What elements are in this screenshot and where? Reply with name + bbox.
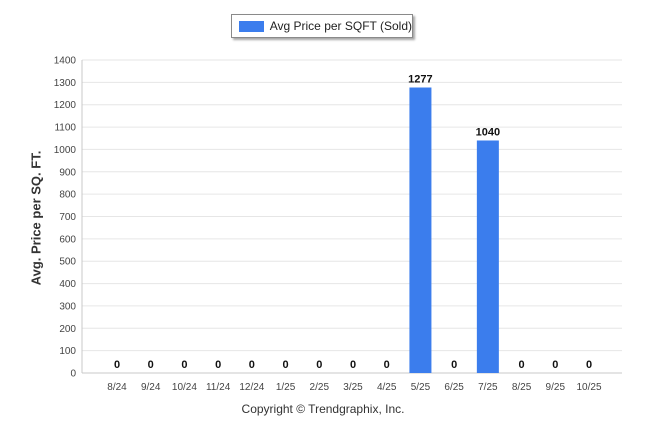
- data-label: 0: [148, 359, 154, 371]
- x-tick-label: 11/24: [206, 382, 231, 393]
- copyright-footer: Copyright © Trendgraphix, Inc.: [241, 402, 405, 416]
- y-tick-label: 1000: [54, 145, 77, 156]
- x-tick-label: 9/25: [546, 382, 566, 393]
- y-tick-label: 1400: [54, 56, 77, 67]
- x-tick-label: 2/25: [310, 382, 330, 393]
- y-tick-label: 800: [59, 190, 76, 201]
- y-tick-label: 700: [59, 212, 76, 223]
- data-label: 0: [552, 359, 558, 371]
- y-tick-label: 900: [59, 167, 76, 178]
- x-tick-label: 12/24: [239, 382, 264, 393]
- data-label: 0: [350, 359, 356, 371]
- legend-label: Avg Price per SQFT (Sold): [269, 19, 412, 33]
- y-tick-label: 600: [59, 234, 76, 245]
- data-label: 0: [451, 359, 457, 371]
- x-tick-label: 10/24: [172, 382, 197, 393]
- x-tick-label: 8/24: [107, 382, 127, 393]
- data-label: 0: [114, 359, 120, 371]
- y-tick-label: 200: [59, 324, 76, 335]
- y-tick-label: 100: [59, 346, 76, 357]
- data-label: 0: [519, 359, 525, 371]
- data-label: 0: [384, 359, 390, 371]
- data-label: 1277: [408, 73, 432, 85]
- x-tick-label: 5/25: [411, 382, 431, 393]
- y-tick-label: 500: [59, 257, 76, 268]
- data-label: 0: [181, 359, 187, 371]
- data-label: 1040: [476, 126, 500, 138]
- x-tick-label: 8/25: [512, 382, 532, 393]
- chart-legend: Avg Price per SQFT (Sold): [231, 14, 413, 38]
- y-tick-label: 1100: [54, 123, 76, 134]
- y-tick-label: 0: [70, 369, 76, 380]
- x-tick-label: 6/25: [444, 382, 464, 393]
- y-tick-label: 1300: [54, 78, 77, 89]
- data-label: 0: [586, 359, 592, 371]
- data-label: 0: [249, 359, 255, 371]
- data-label: 0: [316, 359, 322, 371]
- y-tick-label: 1200: [54, 100, 77, 111]
- legend-swatch: [239, 20, 264, 32]
- x-tick-label: 7/25: [478, 382, 498, 393]
- x-tick-label: 9/24: [141, 382, 161, 393]
- y-tick-label: 300: [59, 301, 76, 312]
- x-tick-label: 1/25: [276, 382, 296, 393]
- bar: [409, 87, 432, 374]
- x-tick-label: 3/25: [343, 382, 363, 393]
- bar: [476, 140, 499, 373]
- x-tick-label: 4/25: [377, 382, 397, 393]
- data-label: 0: [215, 359, 221, 371]
- y-tick-label: 400: [59, 279, 76, 290]
- x-tick-label: 10/25: [576, 382, 601, 393]
- data-label: 0: [283, 359, 289, 371]
